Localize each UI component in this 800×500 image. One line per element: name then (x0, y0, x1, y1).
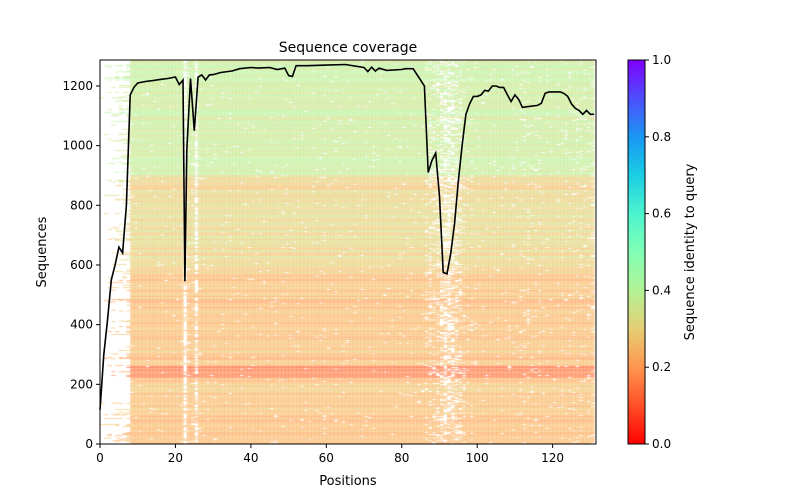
y-tick-label: 400 (70, 318, 93, 332)
x-tick-label: 100 (466, 451, 489, 465)
y-axis-label: Sequences (35, 216, 50, 287)
colorbar-tick-label: 0.8 (652, 130, 671, 144)
x-tick-label: 0 (96, 451, 104, 465)
y-tick-label: 800 (70, 198, 93, 212)
x-tick-label: 20 (168, 451, 183, 465)
colorbar-tick-label: 0.4 (652, 283, 671, 297)
y-tick-label: 1000 (62, 139, 93, 153)
colorbar (627, 59, 646, 445)
colorbar-tick-label: 0.0 (652, 437, 671, 451)
coverage-line (99, 63, 595, 410)
y-tick-label: 0 (85, 437, 93, 451)
x-tick-label: 40 (243, 451, 258, 465)
plot-frame (99, 59, 597, 445)
y-tick-label: 600 (70, 258, 93, 272)
x-tick-label: 60 (319, 451, 334, 465)
x-tick-label: 80 (394, 451, 409, 465)
colorbar-tick-label: 1.0 (652, 53, 671, 67)
colorbar-tick-label: 0.6 (652, 207, 671, 221)
colorbar-tick-label: 0.2 (652, 360, 671, 374)
x-axis-label: Positions (319, 474, 377, 489)
y-tick-label: 200 (70, 377, 93, 391)
x-tick-label: 120 (541, 451, 564, 465)
colorbar-label: Sequence identity to query (683, 163, 698, 340)
y-tick-label: 1200 (62, 79, 93, 93)
chart-title: Sequence coverage (279, 40, 418, 56)
